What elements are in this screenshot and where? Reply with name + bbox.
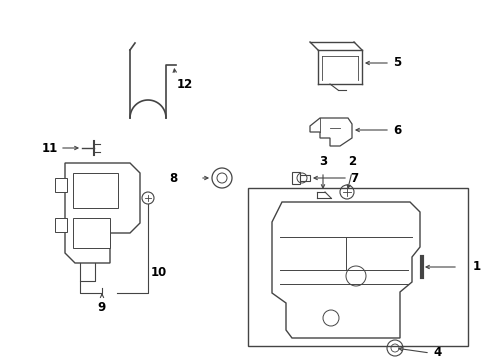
Text: 3: 3 [318, 155, 326, 168]
Bar [55, 178, 67, 192]
Text: 10: 10 [151, 266, 167, 279]
Bar [247, 188, 467, 346]
Text: 5: 5 [392, 57, 401, 69]
Text: 2: 2 [347, 155, 355, 168]
Bar [73, 173, 118, 208]
Bar [291, 172, 299, 184]
Bar [299, 175, 309, 181]
Text: 12: 12 [177, 78, 193, 91]
Text: 11: 11 [41, 141, 58, 154]
Text: 8: 8 [169, 171, 178, 184]
Text: 4: 4 [432, 346, 440, 360]
Text: 6: 6 [392, 123, 401, 136]
Text: 7: 7 [349, 171, 357, 184]
Bar [55, 218, 67, 232]
Text: 1: 1 [472, 261, 480, 274]
Text: 9: 9 [98, 301, 106, 314]
Bar [73, 218, 110, 248]
